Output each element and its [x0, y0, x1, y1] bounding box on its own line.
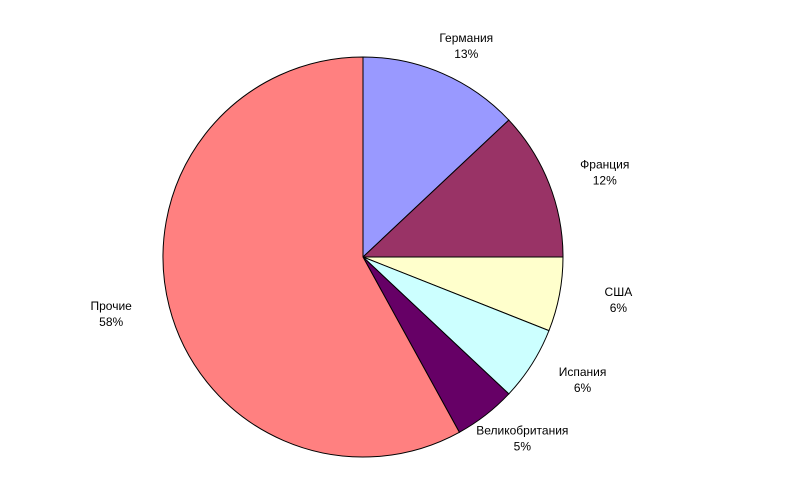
slice-label: США 6%	[605, 285, 633, 315]
slice-label: Прочие 58%	[90, 299, 132, 329]
slice-percent: 5%	[514, 440, 532, 454]
slice-percent: 58%	[99, 315, 123, 329]
slice-percent: 6%	[574, 381, 592, 395]
slice-label: Великобритания 5%	[476, 424, 568, 454]
slice-name: Великобритания	[476, 424, 568, 438]
slice-name: Франция	[580, 157, 629, 171]
slice-name: США	[605, 285, 633, 299]
slice-percent: 12%	[593, 173, 617, 187]
slice-label: Германия 13%	[439, 31, 493, 61]
pie-slice	[362, 56, 510, 259]
slice-name: Прочие	[90, 299, 132, 313]
slice-name: Испания	[559, 365, 607, 379]
pie-slice	[162, 56, 461, 458]
slice-percent: 6%	[610, 301, 628, 315]
pie-slice	[361, 119, 564, 258]
slice-name: Германия	[439, 31, 493, 45]
slice-percent: 13%	[454, 47, 478, 61]
slice-label: Франция 12%	[580, 157, 629, 187]
slice-label: Испания 6%	[559, 365, 607, 395]
